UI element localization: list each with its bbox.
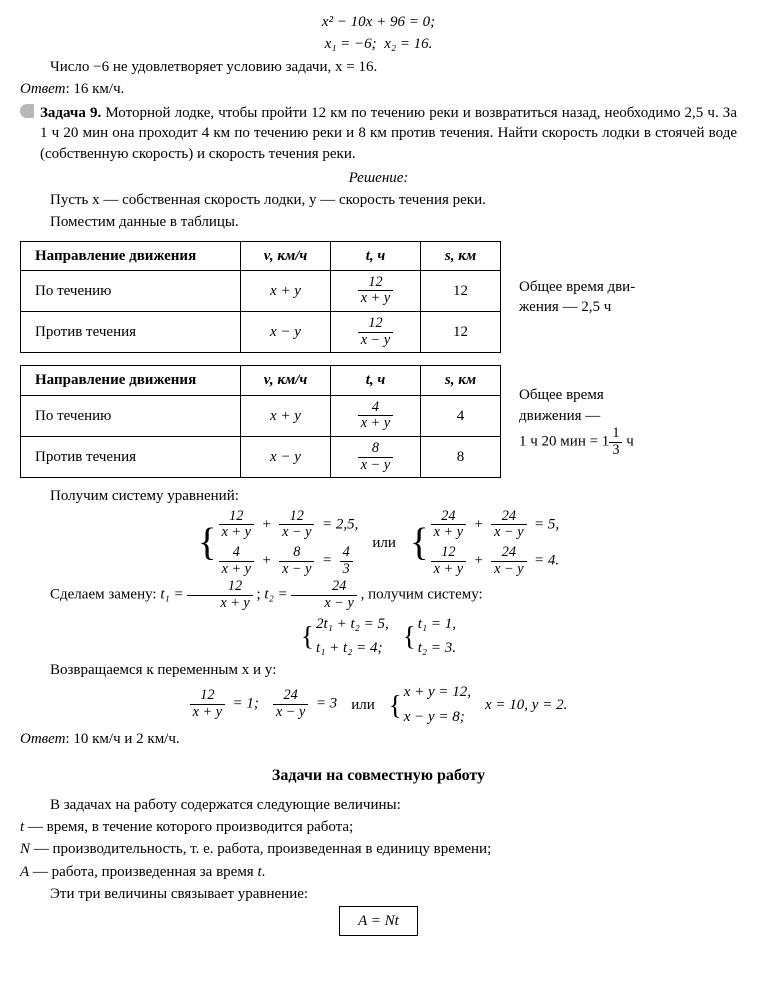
answer-label: Ответ — [20, 81, 65, 97]
table-2-note: Общее время движения — 1 ч 20 мин = 113 … — [519, 385, 634, 458]
condition-text: Число −6 не удовлетворяет условию задачи… — [20, 57, 737, 77]
final-values: x = 10, y = 2. — [485, 695, 567, 715]
brace-icon: { — [301, 624, 314, 648]
equation-line-2: x₁ = −6; x₂ = 16. — [20, 34, 737, 54]
cell-s: 12 — [421, 270, 501, 311]
problem-9-statement: Задача 9. Моторной лодке, чтобы пройти 1… — [40, 103, 737, 164]
system-1: { 12x + y + 12x − y = 2,5, 4x + y + 8x −… — [198, 509, 359, 578]
th-t: t, ч — [331, 366, 421, 395]
table-row: По течению x + y 12x + y 12 — [21, 270, 501, 311]
cell-t: 12x − y — [331, 312, 421, 353]
cell-s: 8 — [421, 437, 501, 478]
return-equations: 12x + y = 1; 24x − y = 3 или { x + y = 1… — [20, 682, 737, 727]
put-text: Поместим данные в таблицы. — [20, 212, 737, 232]
table-header-row: Направление движения v, км/ч t, ч s, км — [21, 241, 501, 270]
solution-label: Решение: — [20, 168, 737, 188]
cell-dir: По течению — [21, 395, 241, 436]
cell-dir: По течению — [21, 270, 241, 311]
system-pair-1: { 12x + y + 12x − y = 2,5, 4x + y + 8x −… — [20, 509, 737, 578]
table-header-row: Направление движения v, км/ч t, ч s, км — [21, 366, 501, 395]
brace-icon: { — [389, 693, 402, 717]
equation-line-1: x² − 10x + 96 = 0; — [20, 12, 737, 32]
answer-1: Ответ: 16 км/ч. — [20, 79, 737, 99]
problem-9-block: Задача 9. Моторной лодке, чтобы пройти 1… — [20, 101, 737, 166]
problem-9-text: Моторной лодке, чтобы пройти 12 км по те… — [40, 105, 737, 162]
th-v: v, км/ч — [241, 366, 331, 395]
cell-t: 12x + y — [331, 270, 421, 311]
th-v: v, км/ч — [241, 241, 331, 270]
answer-value: : 10 км/ч и 2 км/ч. — [65, 731, 179, 747]
formula-box: A = Nt — [339, 906, 418, 936]
table-1-note: Общее время дви- жения — 2,5 ч — [519, 277, 635, 318]
or-label: или — [372, 533, 396, 553]
cell-s: 12 — [421, 312, 501, 353]
note-line: Общее время дви- — [519, 277, 635, 297]
cell-t: 8x − y — [331, 437, 421, 478]
cell-v: x − y — [241, 437, 331, 478]
cell-s: 4 — [421, 395, 501, 436]
let-text: Пусть x — собственная скорость лодки, y … — [20, 190, 737, 210]
eq-line: t₁ = 1, — [418, 614, 456, 634]
substitution-text: Сделаем замену: t₁ = 12x + y ; t₂ = 24x … — [20, 579, 737, 611]
eq-line: 2t₁ + t₂ = 5, — [316, 614, 389, 634]
th-s: s, км — [421, 241, 501, 270]
or-label: или — [351, 695, 375, 715]
eq-line: t₂ = 3. — [418, 638, 456, 658]
eq-line: 12x + y + 24x − y = 4. — [431, 545, 560, 577]
brace-icon: { — [198, 525, 217, 560]
table-1: Направление движения v, км/ч t, ч s, км … — [20, 241, 501, 354]
cell-dir: Против течения — [21, 437, 241, 478]
eq-b: 24x − y = 3 — [273, 688, 337, 720]
answer-label: Ответ — [20, 731, 65, 747]
section-title-work: Задачи на совместную работу — [20, 765, 737, 787]
work-p4: A — работа, произведенная за время t. — [20, 862, 737, 882]
table-row: Против течения x − y 12x − y 12 — [21, 312, 501, 353]
cell-dir: Против течения — [21, 312, 241, 353]
system-intro: Получим систему уравнений: — [20, 486, 737, 506]
work-p3: N — производительность, т. е. работа, пр… — [20, 839, 737, 859]
note-line: движения — — [519, 406, 634, 426]
th-t: t, ч — [331, 241, 421, 270]
bullet-icon — [20, 104, 34, 118]
table-1-row: Направление движения v, км/ч t, ч s, км … — [20, 235, 737, 360]
cell-v: x + y — [241, 270, 331, 311]
x1-value: x₁ = −6; — [325, 36, 377, 52]
brace-icon: { — [410, 525, 429, 560]
system-4: { t₁ = 1, t₂ = 3. — [403, 614, 456, 659]
answer-value: : 16 км/ч. — [65, 81, 124, 97]
problem-9-label: Задача 9. — [40, 105, 101, 121]
note-line: Общее время — [519, 385, 634, 405]
system-2: { 24x + y + 24x − y = 5, 12x + y + 24x −… — [410, 509, 559, 578]
eq-line: 12x + y + 12x − y = 2,5, — [219, 509, 359, 541]
work-p5: Эти три величины связывает уравнение: — [20, 884, 737, 904]
work-p1: В задачах на работу содержатся следующие… — [20, 795, 737, 815]
note-line: 1 ч 20 мин = 113 ч — [519, 426, 634, 458]
eq-line: x − y = 8; — [404, 707, 471, 727]
formula-box-row: A = Nt — [20, 906, 737, 936]
x2-value: x₂ = 16. — [384, 36, 432, 52]
note-line: жения — 2,5 ч — [519, 297, 635, 317]
brace-icon: { — [403, 624, 416, 648]
system-3: { 2t₁ + t₂ = 5, t₁ + t₂ = 4; — [301, 614, 389, 659]
work-p2: t — t — время, в течение которого произв… — [20, 817, 737, 837]
system-5: { x + y = 12, x − y = 8; — [389, 682, 471, 727]
system-pair-2: { 2t₁ + t₂ = 5, t₁ + t₂ = 4; { t₁ = 1, t… — [20, 614, 737, 659]
eq-line: 4x + y + 8x − y = 43 — [219, 545, 359, 577]
eq-line: 24x + y + 24x − y = 5, — [431, 509, 560, 541]
eq-a: 12x + y = 1; — [190, 688, 259, 720]
table-row: Против течения x − y 8x − y 8 — [21, 437, 501, 478]
th-direction: Направление движения — [21, 366, 241, 395]
cell-v: x − y — [241, 312, 331, 353]
eq-line: t₁ + t₂ = 4; — [316, 638, 389, 658]
eq-line: x + y = 12, — [404, 682, 471, 702]
cell-t: 4x + y — [331, 395, 421, 436]
cell-v: x + y — [241, 395, 331, 436]
table-2: Направление движения v, км/ч t, ч s, км … — [20, 365, 501, 478]
th-s: s, км — [421, 366, 501, 395]
return-text: Возвращаемся к переменным x и y: — [20, 660, 737, 680]
th-direction: Направление движения — [21, 241, 241, 270]
table-row: По течению x + y 4x + y 4 — [21, 395, 501, 436]
table-2-row: Направление движения v, км/ч t, ч s, км … — [20, 359, 737, 484]
answer-2: Ответ: 10 км/ч и 2 км/ч. — [20, 729, 737, 749]
